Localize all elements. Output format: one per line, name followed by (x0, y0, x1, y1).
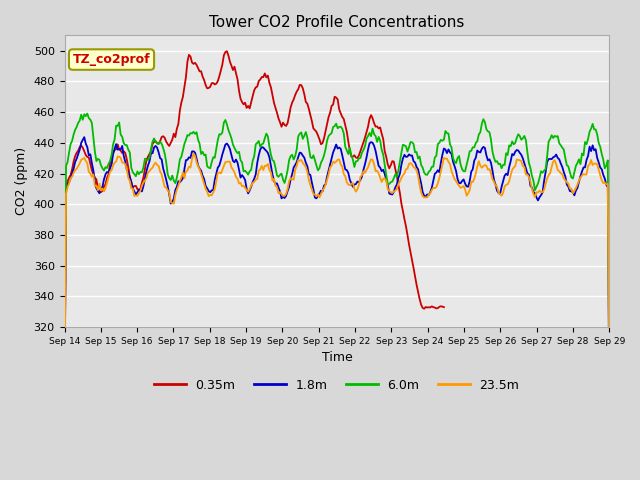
Text: TZ_co2prof: TZ_co2prof (73, 53, 150, 66)
Legend: 0.35m, 1.8m, 6.0m, 23.5m: 0.35m, 1.8m, 6.0m, 23.5m (149, 374, 525, 397)
X-axis label: Time: Time (321, 351, 352, 364)
Title: Tower CO2 Profile Concentrations: Tower CO2 Profile Concentrations (209, 15, 465, 30)
Y-axis label: CO2 (ppm): CO2 (ppm) (15, 147, 28, 216)
